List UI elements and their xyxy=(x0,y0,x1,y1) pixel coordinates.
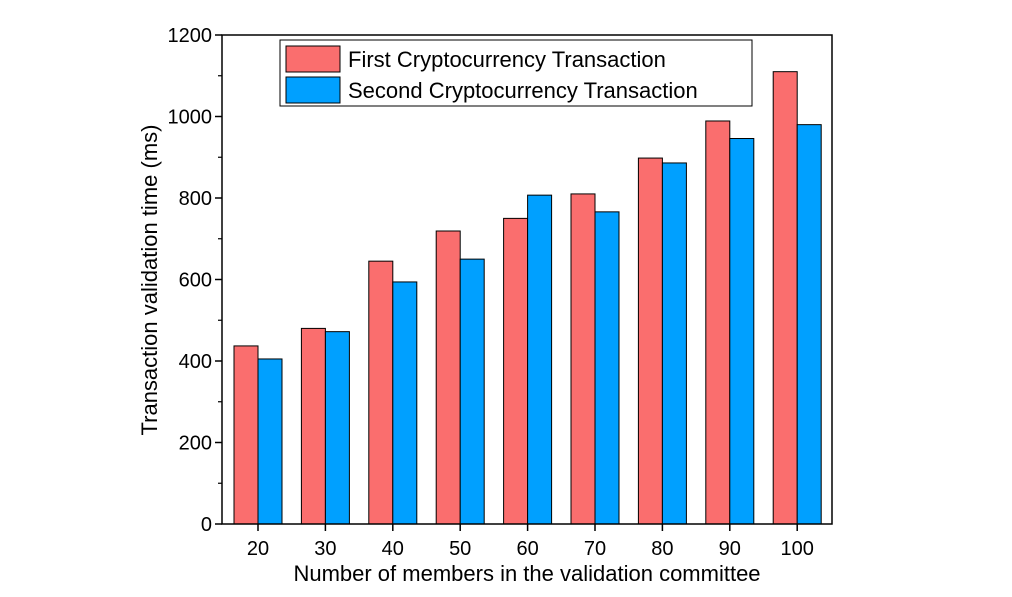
y-tick-label: 0 xyxy=(201,514,212,536)
bars xyxy=(233,71,822,525)
legend-frame xyxy=(279,39,753,107)
bar-first-50 xyxy=(435,230,461,525)
legend-label-first: First Cryptocurrency Transaction xyxy=(348,47,666,72)
bar-second-30 xyxy=(324,331,350,525)
bar-first-80 xyxy=(637,157,663,525)
y-tick-label: 400 xyxy=(179,351,212,373)
bar-second-80 xyxy=(661,162,687,525)
bar-first-60 xyxy=(503,217,529,525)
x-tick-label: 20 xyxy=(247,538,269,560)
y-axis-label: Transaction validation time (ms) xyxy=(137,125,162,436)
legend: First Cryptocurrency Transaction Second … xyxy=(279,39,753,107)
bar-first-40 xyxy=(368,260,394,525)
y-tick-label: 800 xyxy=(179,188,212,210)
y-tick-label: 1200 xyxy=(168,25,213,47)
bar-first-100 xyxy=(772,71,798,525)
bar-second-20 xyxy=(257,358,283,525)
bar-first-70 xyxy=(570,193,596,525)
x-tick-label: 100 xyxy=(781,538,814,560)
bar-second-50 xyxy=(459,258,485,525)
legend-label-second: Second Cryptocurrency Transaction xyxy=(348,78,698,103)
bar-first-30 xyxy=(300,327,326,525)
x-tick-label: 30 xyxy=(314,538,336,560)
y-tick-label: 1000 xyxy=(168,107,213,129)
x-tick-label: 80 xyxy=(651,538,673,560)
x-axis-label: Number of members in the validation comm… xyxy=(293,561,760,586)
legend-swatch-first xyxy=(285,45,341,73)
bar-first-90 xyxy=(705,120,731,525)
bar-second-90 xyxy=(729,138,755,525)
y-tick-label: 200 xyxy=(179,433,212,455)
x-tick-label: 60 xyxy=(516,538,538,560)
legend-swatch-second xyxy=(285,76,341,104)
x-tick-label: 50 xyxy=(449,538,471,560)
bar-second-70 xyxy=(594,211,620,525)
x-tick-label: 70 xyxy=(584,538,606,560)
x-tick-label: 90 xyxy=(719,538,741,560)
bar-second-100 xyxy=(796,124,822,525)
y-tick-label: 600 xyxy=(179,270,212,292)
x-tick-label: 40 xyxy=(382,538,404,560)
bar-second-40 xyxy=(392,281,418,525)
bar-second-60 xyxy=(527,194,553,525)
bar-first-20 xyxy=(233,345,259,525)
